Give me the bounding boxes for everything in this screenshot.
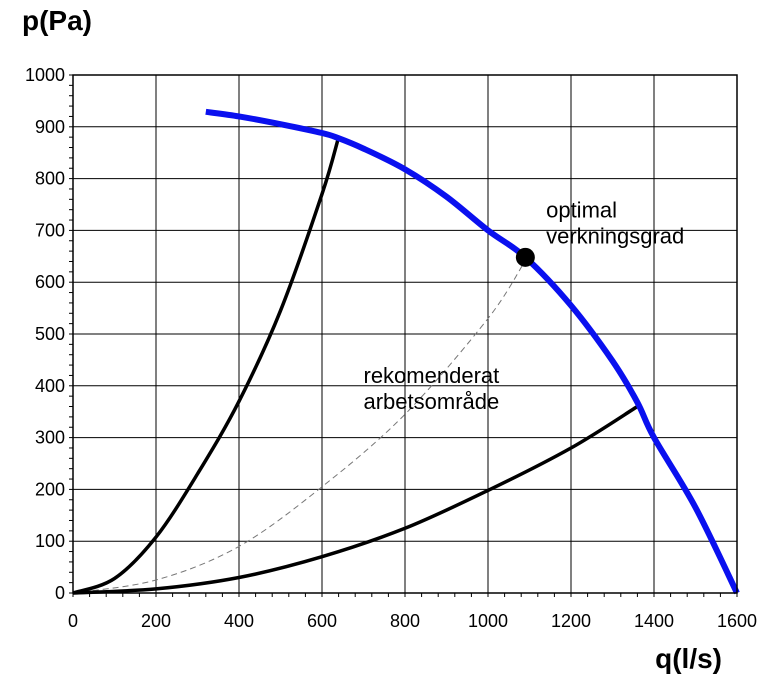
series-line-fl-ktkurva [205, 108, 740, 595]
y-tick-label: 900 [35, 117, 65, 137]
x-tick-label: 1200 [551, 611, 591, 631]
series-line-systemkurva-vre-gr-ns [72, 136, 341, 595]
y-tick-label: 500 [35, 324, 65, 344]
x-tick-label: 200 [141, 611, 171, 631]
y-tick-label: 600 [35, 272, 65, 292]
annotation-line: arbetsområde [364, 389, 500, 414]
series-group [72, 108, 740, 595]
annotation-line: verkningsgrad [546, 223, 684, 248]
y-tick-label: 200 [35, 479, 65, 499]
y-tick-label: 100 [35, 531, 65, 551]
x-axis-title: q(l/s) [655, 643, 722, 674]
y-axis-title: p(Pa) [22, 5, 92, 36]
annotation-recommended: rekomenderat arbetsområde [364, 363, 500, 414]
annotation-line: rekomenderat [364, 363, 500, 388]
x-tick-label: 400 [224, 611, 254, 631]
y-tick-label: 400 [35, 376, 65, 396]
y-tick-label: 0 [55, 583, 65, 603]
annotation-line: optimal [546, 197, 617, 222]
series-line-systemkurva-undre-gr-ns [72, 405, 639, 595]
y-axis-tick-labels: 0 100 200 300 400 500 600 700 800 900 1000 [25, 65, 65, 603]
optimal-point-marker [515, 247, 535, 267]
y-tick-label: 700 [35, 220, 65, 240]
x-tick-label: 1400 [634, 611, 674, 631]
x-tick-label: 1000 [468, 611, 508, 631]
x-tick-label: 800 [390, 611, 420, 631]
x-tick-label: 600 [307, 611, 337, 631]
x-tick-label: 1600 [717, 611, 757, 631]
annotations: optimal verkningsgrad rekomenderat arbetsom… [364, 197, 685, 414]
x-axis-tick-labels: 0 200 400 600 800 1000 1200 1400 1600 [68, 611, 757, 631]
marker-group [515, 247, 535, 267]
y-tick-label: 300 [35, 428, 65, 448]
y-tick-label: 1000 [25, 65, 65, 85]
series-line-systemkurva-optimal [72, 260, 526, 594]
y-tick-label: 800 [35, 169, 65, 189]
annotation-optimal: optimal verkningsgrad [546, 197, 684, 248]
x-tick-label: 0 [68, 611, 78, 631]
plot-frame [72, 74, 738, 594]
